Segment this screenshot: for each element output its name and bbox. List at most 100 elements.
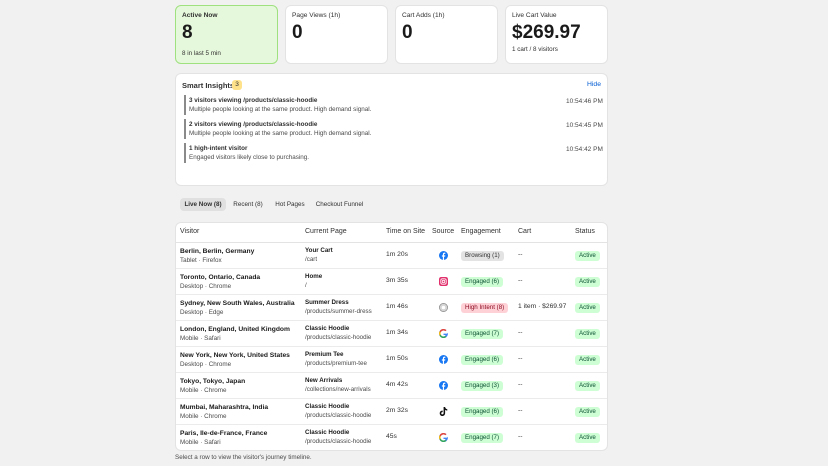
table-row[interactable] (176, 399, 607, 425)
stat-sub: 1 cart / 8 visitors (512, 46, 558, 53)
stat-card (505, 5, 608, 64)
visitor-location: Tokyo, Tokyo, Japan (180, 378, 246, 385)
visitor-device: Mobile · Safari (180, 335, 221, 342)
time-on-site: 1m 34s (386, 329, 408, 336)
page-title: Summer Dress (305, 299, 349, 306)
insight-time: 10:54:42 PM (566, 146, 603, 153)
page-path: /products/premium-tee (305, 360, 367, 367)
tab[interactable]: Checkout Funnel (315, 201, 364, 208)
table-row[interactable] (176, 269, 607, 295)
column-header: Time on Site (386, 228, 426, 235)
stat-value: 8 (182, 22, 193, 43)
time-on-site: 1m 46s (386, 303, 408, 310)
insight-title: 3 visitors viewing /products/classic-hoo… (189, 97, 318, 104)
status-badge: Active (575, 407, 600, 417)
status-badge: Active (575, 329, 600, 339)
table-row[interactable] (176, 347, 607, 373)
footer-hint: Select a row to view the visitor's journ… (175, 454, 312, 461)
table-row[interactable] (176, 243, 607, 269)
visitor-location: Sydney, New South Wales, Australia (180, 300, 295, 307)
insight-time: 10:54:46 PM (566, 98, 603, 105)
visitor-device: Mobile · Chrome (180, 413, 227, 420)
cart: -- (518, 329, 523, 336)
status-badge: Active (575, 277, 600, 287)
header-divider (176, 242, 607, 243)
status-badge: Active (575, 303, 600, 313)
insight-title: 1 high-intent visitor (189, 145, 248, 152)
column-header: Source (432, 228, 455, 235)
engagement-badge: Engaged (7) (461, 433, 504, 443)
stat-value: $269.97 (512, 22, 581, 43)
insight-time: 10:54:45 PM (566, 122, 603, 129)
engagement-badge: Engaged (7) (461, 329, 504, 339)
cart: -- (518, 355, 523, 362)
visitor-location: New York, New York, United States (180, 352, 290, 359)
column-header: Visitor (180, 228, 200, 235)
page-path: /products/summer-dress (305, 308, 372, 315)
stat-label: Live Cart Value (512, 12, 557, 19)
hide-link[interactable]: Hide (587, 81, 601, 88)
time-on-site: 1m 20s (386, 251, 408, 258)
stat-card (285, 5, 388, 64)
engagement-badge: Engaged (6) (461, 407, 504, 417)
insight-bar (184, 119, 186, 139)
stat-sub: 8 in last 5 min (182, 50, 221, 57)
engagement-badge: Browsing (1) (461, 251, 504, 261)
status-badge: Active (575, 381, 600, 391)
status-badge: Active (575, 433, 600, 443)
source-icon (439, 325, 448, 338)
visitor-device: Desktop · Chrome (180, 361, 232, 368)
cart: -- (518, 433, 523, 440)
column-header: Status (575, 228, 595, 235)
stat-value: 0 (292, 22, 303, 43)
page-title: New Arrivals (305, 377, 343, 384)
page-path: /collections/new-arrivals (305, 386, 371, 393)
table-row[interactable] (176, 321, 607, 347)
stat-label: Page Views (1h) (292, 12, 341, 19)
page-title: Your Cart (305, 247, 333, 254)
insight-bar (184, 143, 186, 163)
insight-title: 2 visitors viewing /products/classic-hoo… (189, 121, 318, 128)
source-icon (439, 429, 448, 442)
engagement-badge: Engaged (6) (461, 355, 504, 365)
insight-bar (184, 95, 186, 115)
stat-card (175, 5, 278, 64)
page-title: Classic Hoodie (305, 403, 350, 410)
engagement-badge: High Intent (8) (461, 303, 509, 313)
visitor-device: Tablet · Firefox (180, 257, 222, 264)
column-header: Current Page (305, 228, 347, 235)
stat-card (395, 5, 498, 64)
tab[interactable]: Live Now (8) (180, 198, 226, 211)
insight-desc: Multiple people looking at the same prod… (189, 106, 372, 113)
status-badge: Active (575, 251, 600, 261)
page-path: /products/classic-hoodie (305, 438, 372, 445)
column-header: Engagement (461, 228, 501, 235)
time-on-site: 4m 42s (386, 381, 408, 388)
cart: -- (518, 381, 523, 388)
insights-count: 3 (232, 80, 242, 90)
page-path: / (305, 282, 307, 289)
stat-label: Active Now (182, 12, 218, 19)
source-icon (439, 351, 448, 364)
insight-desc: Multiple people looking at the same prod… (189, 130, 372, 137)
insight-desc: Engaged visitors likely close to purchas… (189, 154, 310, 161)
source-icon (439, 299, 448, 312)
cart: -- (518, 277, 523, 284)
stat-label: Cart Adds (1h) (402, 12, 445, 19)
source-icon-svg (439, 329, 448, 338)
page-path: /products/classic-hoodie (305, 412, 372, 419)
tab[interactable]: Hot Pages (275, 201, 305, 208)
source-icon-svg (439, 251, 448, 260)
column-header: Cart (518, 228, 532, 235)
page-title: Home (305, 273, 323, 280)
table-row[interactable] (176, 373, 607, 399)
table-row[interactable] (176, 295, 607, 321)
insights-title: Smart Insights (182, 81, 235, 90)
source-icon (439, 377, 448, 390)
visitor-device: Mobile · Safari (180, 439, 221, 446)
time-on-site: 45s (386, 433, 397, 440)
source-icon-svg (439, 277, 448, 286)
tab[interactable]: Recent (8) (233, 201, 263, 208)
status-badge: Active (575, 355, 600, 365)
